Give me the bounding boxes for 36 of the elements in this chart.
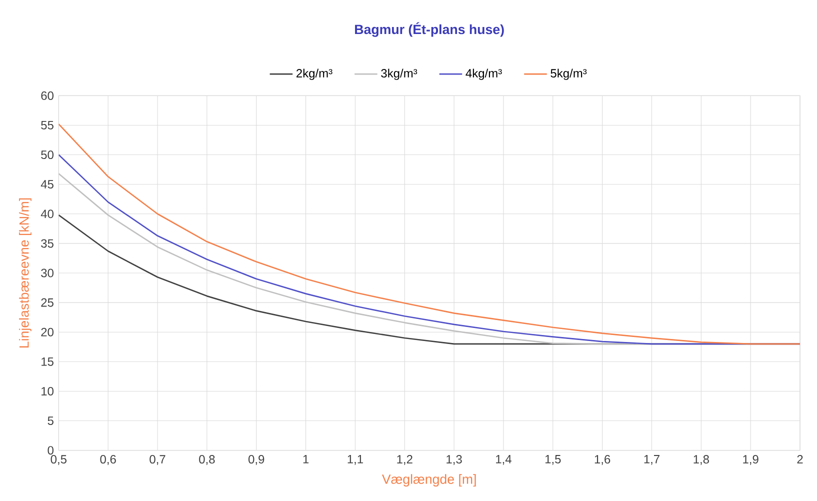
x-axis-title: Væglængde [m]	[382, 474, 476, 487]
x-tick-label: 0,6	[100, 455, 116, 465]
y-tick-label: 55	[41, 121, 54, 130]
x-tick-label: 1	[303, 455, 309, 464]
legend-label: 2kg/m³	[296, 68, 332, 80]
y-tick-label: 0	[48, 446, 54, 455]
x-tick-label: 0,7	[150, 455, 166, 465]
y-tick-label: 60	[41, 91, 54, 100]
y-tick-label: 30	[41, 268, 54, 278]
x-tick-label: 1,7	[644, 455, 660, 465]
y-tick-label: 10	[42, 386, 54, 396]
y-tick-label: 35	[41, 239, 54, 248]
x-tick-label: 0,9	[248, 455, 264, 465]
y-tick-label: 15	[42, 357, 54, 366]
x-tick-label: 0,5	[50, 455, 67, 465]
y-tick-label: 40	[40, 210, 54, 218]
x-tick-label: 1,2	[397, 455, 412, 465]
legend-label: 5kg/m³	[550, 68, 587, 80]
x-tick-label: 1,6	[594, 455, 610, 465]
x-tick-label: 1,1	[348, 455, 363, 465]
y-tick-label: 45	[40, 180, 54, 189]
y-tick-label: 5	[48, 416, 54, 425]
x-tick-label: 0,8	[199, 455, 215, 465]
legend-label: 3kg/m³	[381, 68, 418, 80]
x-tick-label: 1,8	[694, 455, 709, 465]
y-tick-label: 50	[41, 150, 54, 160]
x-tick-label: 2	[797, 455, 803, 464]
x-tick-label: 1,3	[446, 455, 462, 465]
y-tick-label: 25	[41, 298, 54, 307]
y-tick-label: 20	[41, 328, 54, 336]
x-tick-label: 1,9	[743, 455, 758, 465]
x-tick-label: 1,4	[496, 455, 512, 465]
x-tick-label: 1,5	[545, 455, 561, 465]
chart-title: Bagmur (Ét-plans huse)	[355, 22, 504, 37]
legend-label: 4kg/m³	[466, 68, 502, 80]
y-axis-title: Linjelastbæreevne [kN/m]	[19, 198, 32, 348]
